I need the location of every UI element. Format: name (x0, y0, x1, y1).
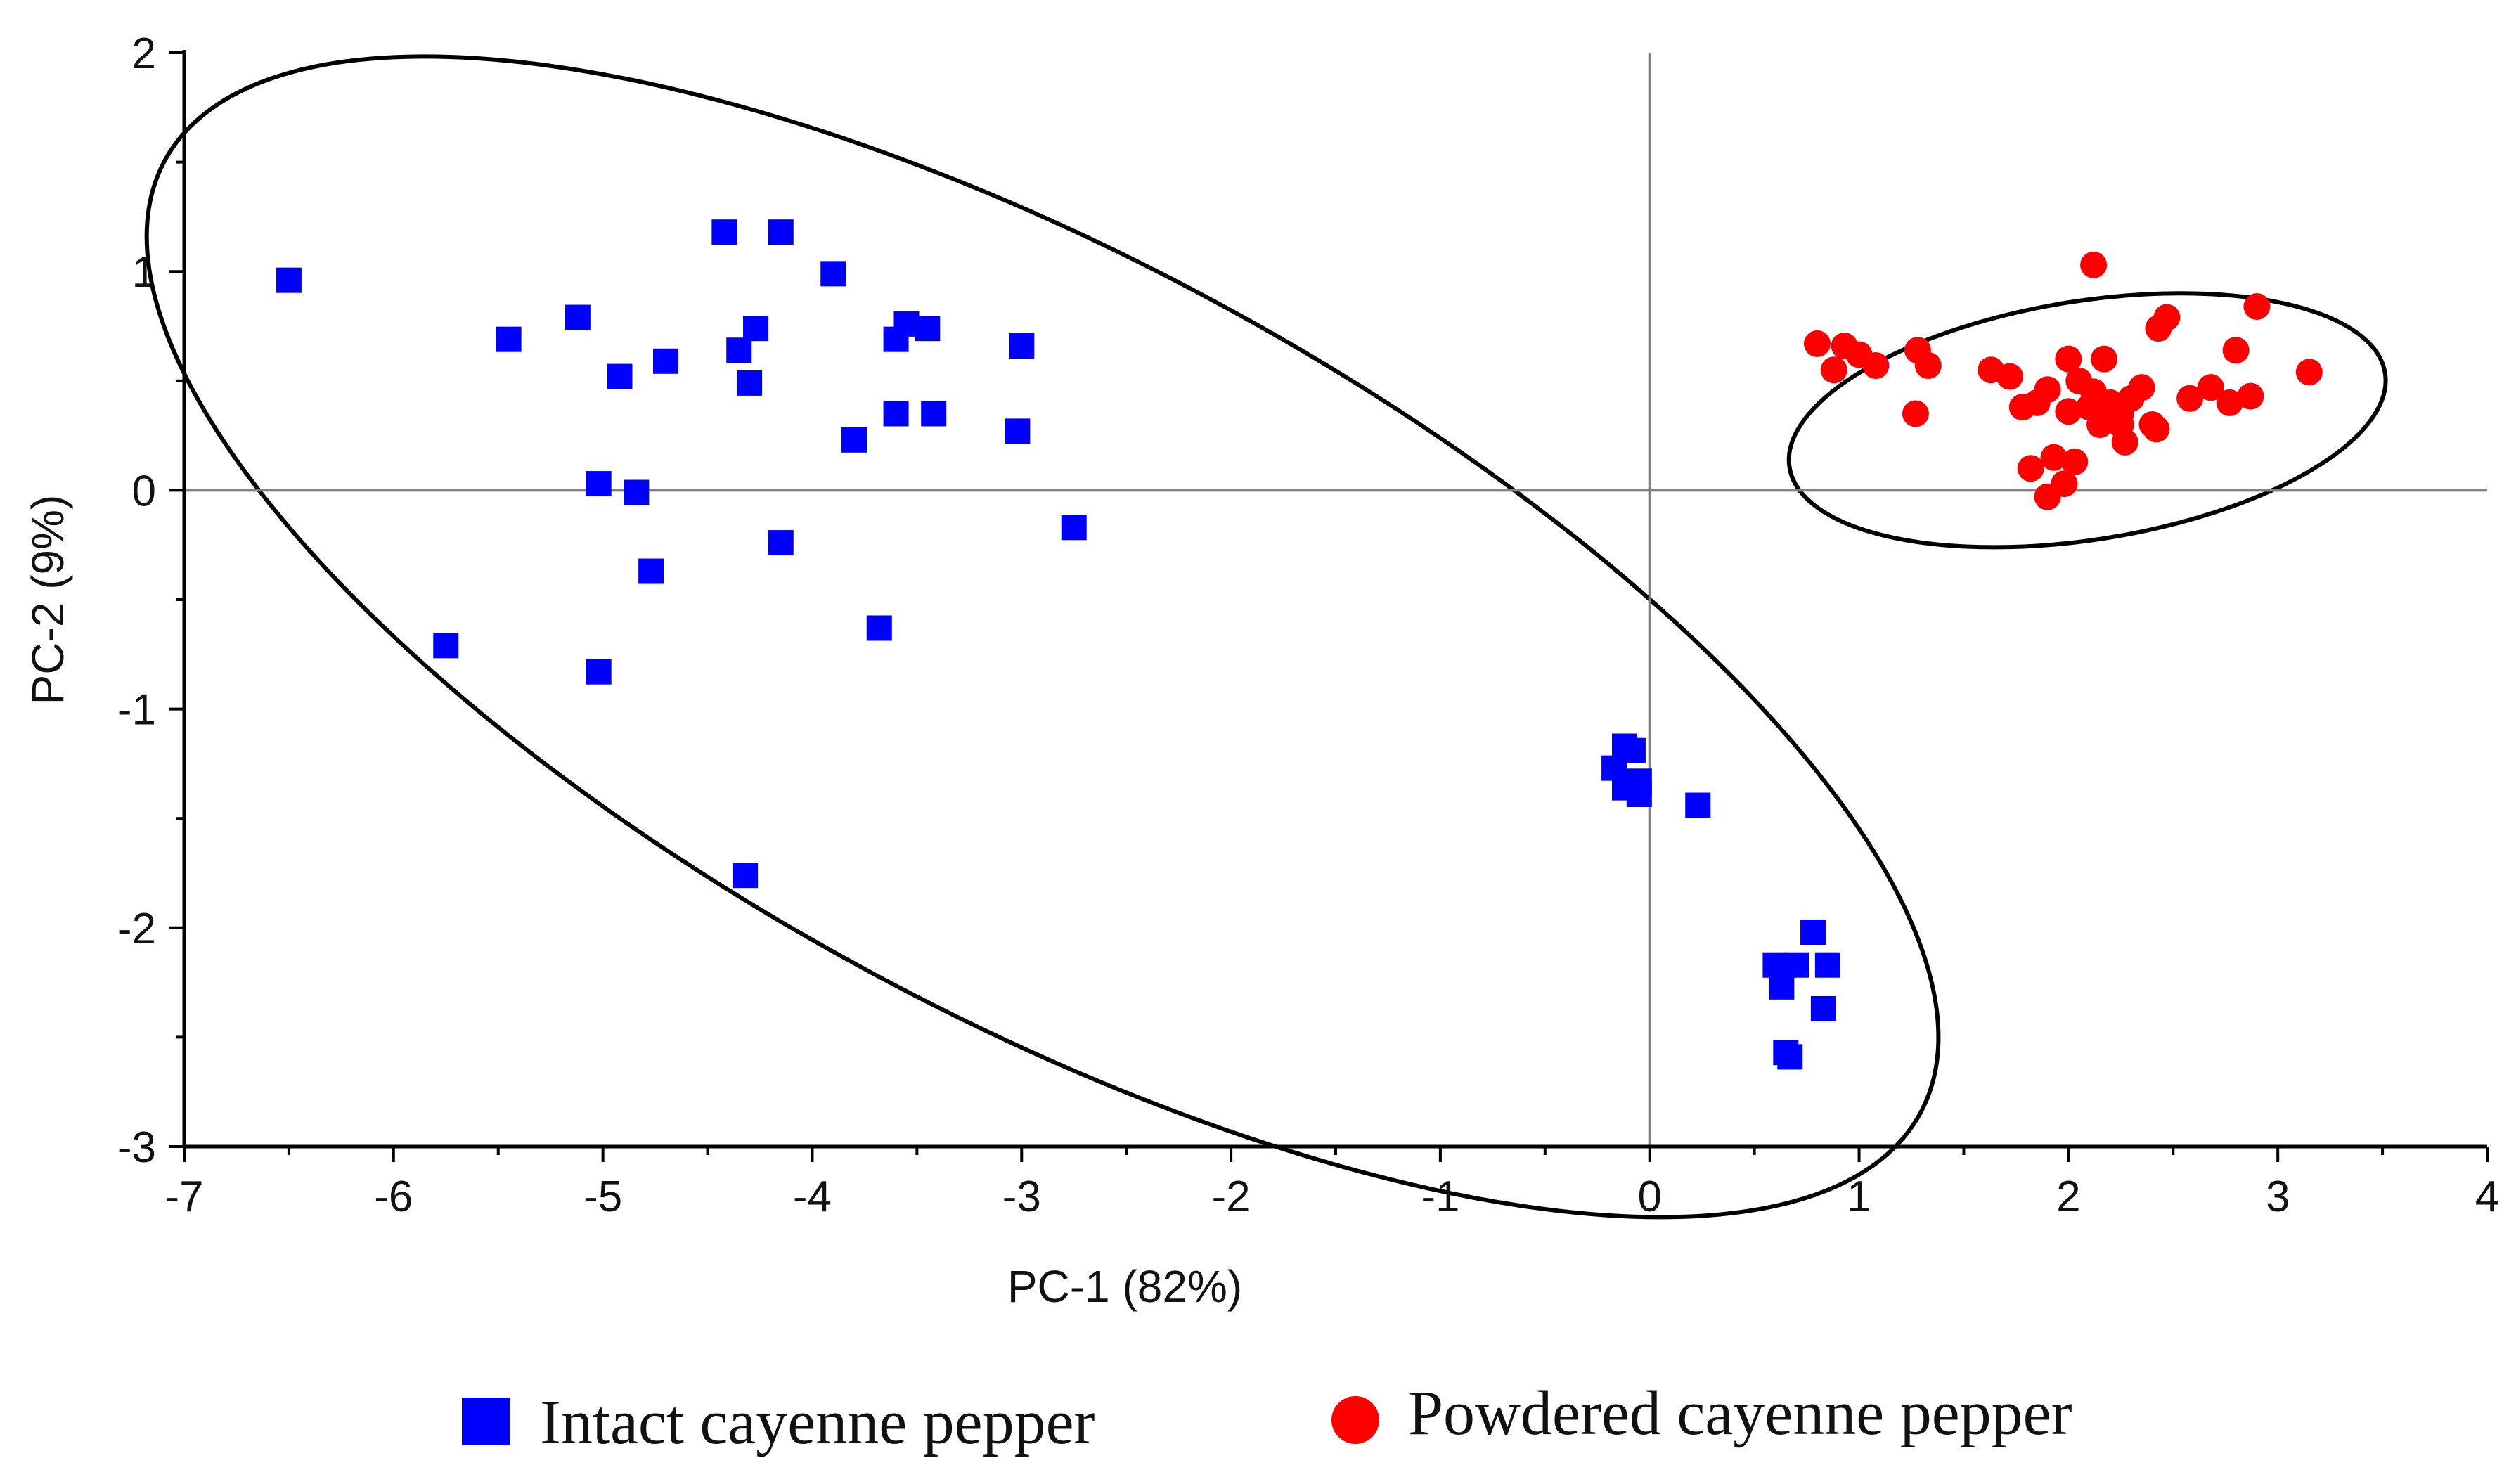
intact-point (496, 326, 522, 352)
intact-point (841, 427, 867, 453)
powdered-point (1820, 356, 1847, 384)
x-tick-label: 0 (1637, 1173, 1661, 1221)
intact-point (1814, 952, 1840, 978)
intact-point (1769, 974, 1795, 1000)
powdered-point (1803, 330, 1831, 357)
x-tick-label: -3 (1002, 1173, 1041, 1221)
intact-point (866, 615, 892, 641)
intact-point (737, 370, 763, 396)
intact-point (883, 401, 909, 427)
powdered-point (2128, 374, 2155, 401)
powdered-point (2055, 398, 2082, 425)
powdered-point (2076, 394, 2103, 421)
group-ellipse-powdered (1786, 291, 2388, 550)
powdered-point (2034, 376, 2061, 404)
intact-point (586, 659, 612, 685)
powdered-point (2222, 337, 2250, 364)
intact-point (733, 863, 759, 889)
powdered-point (2176, 385, 2204, 412)
intact-point (565, 304, 591, 330)
powdered-point (2090, 345, 2117, 373)
intact-point (1061, 515, 1087, 541)
powdered-point (2197, 374, 2224, 401)
x-tick-label: -6 (374, 1173, 413, 1221)
intact-point (1777, 1044, 1803, 1070)
intact-point (276, 267, 302, 293)
x-tick-label: -5 (583, 1173, 622, 1221)
intact-point (1800, 920, 1826, 946)
intact-point (1626, 781, 1652, 807)
powdered-point (2153, 304, 2181, 331)
powdered-point (2017, 455, 2044, 482)
powdered-point (2237, 382, 2264, 410)
intact-point (652, 348, 678, 374)
powdered-point (2243, 292, 2271, 320)
group-ellipse-intact (144, 54, 1941, 1220)
intact-point (921, 401, 947, 427)
intact-point (820, 261, 846, 287)
y-tick-label: -3 (117, 1123, 156, 1172)
x-axis-title: PC-1 (82%) (1007, 1261, 1242, 1312)
powdered-point (2295, 359, 2323, 386)
powdered-point (1996, 363, 2023, 390)
y-tick-label: 2 (132, 30, 156, 78)
powdered-point (2143, 415, 2170, 443)
powdered-point (1914, 352, 1942, 380)
series-intact (276, 219, 1840, 1070)
powdered-point (1902, 400, 1929, 427)
axes: -7 -6 -5 -4 -3 -2 -1 0 1 2 3 4 -3 -2 -1 0 1 2 (117, 30, 2499, 1221)
powdered-point (2080, 251, 2108, 278)
intact-point (586, 471, 612, 497)
y-tick-label: 0 (132, 467, 156, 515)
series-powdered (1803, 251, 2323, 510)
y-tick-label: -2 (117, 905, 156, 953)
x-tick-label: -2 (1212, 1173, 1251, 1221)
ellipses-layer (144, 54, 2388, 1220)
x-tick-label: -4 (793, 1173, 832, 1221)
y-axis-title: PC-2 (9%) (22, 495, 73, 705)
powdered-point (2107, 411, 2134, 439)
x-tick-label: -7 (164, 1173, 203, 1221)
intact-point (1009, 333, 1035, 359)
intact-point (768, 219, 794, 245)
x-tick-label: 2 (2056, 1173, 2080, 1221)
y-tick-label: -1 (117, 686, 156, 735)
intact-point (915, 316, 941, 342)
legend-label-intact: Intact cayenne pepper (540, 1388, 1095, 1457)
reference-lines (184, 53, 2487, 1147)
legend-marker-powdered-circle (1331, 1396, 1379, 1444)
powdered-point (2040, 444, 2067, 471)
intact-point (607, 363, 633, 389)
data-points (276, 219, 2323, 1070)
x-tick-label: 4 (2475, 1173, 2499, 1221)
x-tick-label: -1 (1421, 1173, 1459, 1221)
powdered-point (2034, 483, 2061, 510)
intact-point (768, 530, 794, 556)
powdered-point (2216, 389, 2243, 416)
intact-point (1005, 418, 1031, 444)
intact-point (1685, 792, 1711, 818)
intact-point (726, 337, 752, 363)
intact-point (711, 219, 737, 245)
intact-point (624, 479, 650, 505)
legend: Intact cayenne pepper Powdered cayenne p… (462, 1379, 2072, 1457)
intact-point (1810, 995, 1836, 1021)
legend-marker-intact-square (462, 1398, 510, 1445)
intact-point (638, 558, 664, 584)
intact-point (743, 316, 769, 342)
intact-point (1783, 952, 1809, 978)
x-tick-label: 3 (2266, 1173, 2290, 1221)
legend-label-powdered: Powdered cayenne pepper (1408, 1379, 2072, 1448)
powdered-point (2055, 345, 2082, 373)
powdered-point (1862, 352, 1890, 380)
powdered-point (2061, 448, 2089, 475)
x-tick-label: 1 (1847, 1173, 1871, 1221)
intact-point (433, 633, 459, 659)
y-tick-label: 1 (132, 248, 156, 297)
